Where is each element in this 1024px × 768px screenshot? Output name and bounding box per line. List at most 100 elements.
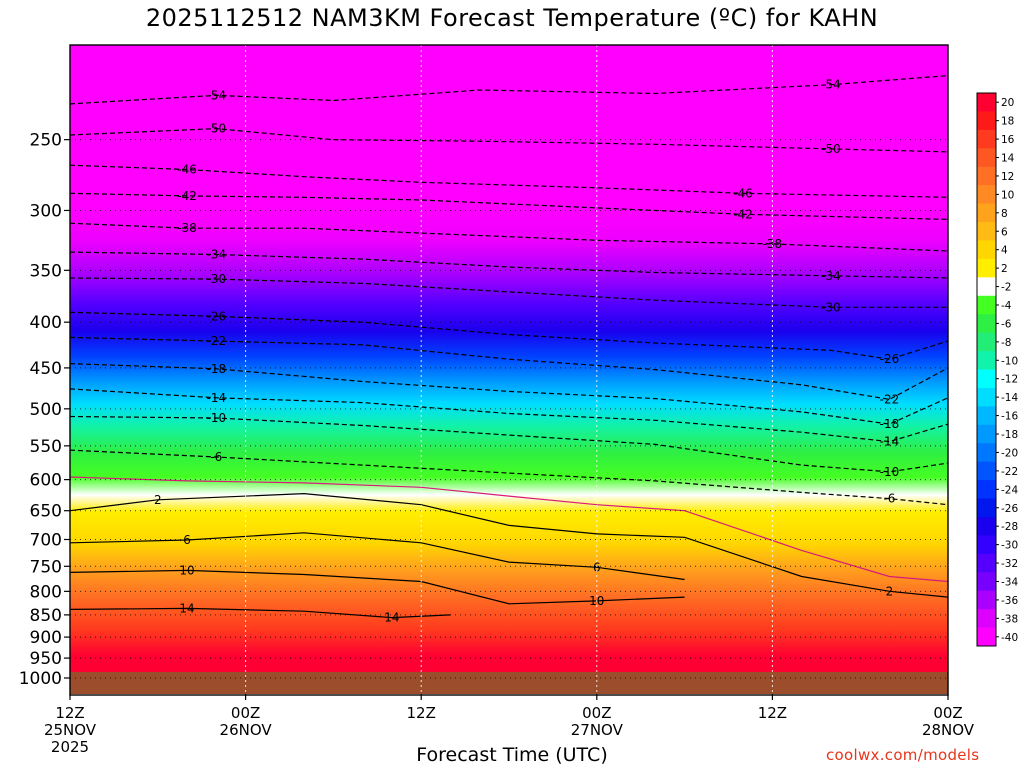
y-tick-label: 450 xyxy=(30,359,62,379)
colorbar-swatch xyxy=(977,185,996,205)
colorbar-label: 14 xyxy=(1001,153,1015,165)
colorbar-label: -10 xyxy=(1001,355,1018,367)
isotherm-label: -50 xyxy=(821,142,841,156)
isotherm-label: -38 xyxy=(763,237,783,251)
isotherm-line-14 xyxy=(70,607,451,619)
x-tick-time: 00Z xyxy=(582,704,611,722)
isotherm-group: -54 -54 -50 -50 -46 -46 -42 -42 -38 -38 -34 -34 -30 -… xyxy=(70,75,948,625)
x-tick-date: 26NOV xyxy=(220,721,273,739)
isotherm-label: -30 xyxy=(821,300,841,314)
credit-link[interactable]: coolwx.com/models xyxy=(826,746,980,764)
colorbar-label: -4 xyxy=(1001,300,1012,312)
isotherm-label: -54 xyxy=(821,78,841,92)
y-tick-label: 350 xyxy=(30,261,62,281)
y-tick-label: 500 xyxy=(30,400,62,420)
colorbar-label: -2 xyxy=(1001,282,1011,294)
colorbar-label: 18 xyxy=(1001,116,1014,128)
colorbar-swatch xyxy=(977,553,996,573)
isotherm-label: -14 xyxy=(880,435,900,449)
x-tick-time: 12Z xyxy=(407,704,436,722)
x-tick-date: 25NOV xyxy=(44,721,97,739)
x-tick-date: 28NOV xyxy=(922,721,975,739)
isotherm-label: 14 xyxy=(179,601,194,615)
colorbar-swatch xyxy=(977,258,996,278)
colorbar-label: -38 xyxy=(1001,613,1018,625)
isotherm-label: -50 xyxy=(207,122,227,136)
colorbar-swatch xyxy=(977,516,996,536)
colorbar-label: -18 xyxy=(1001,429,1018,441)
isotherm-label: -14 xyxy=(207,391,227,405)
colorbar-label: -28 xyxy=(1001,521,1018,533)
colorbar-swatch xyxy=(977,424,996,444)
isotherm-label: -6 xyxy=(883,492,895,506)
isotherm-label: 2 xyxy=(886,584,894,598)
colorbar-swatch xyxy=(977,535,996,555)
colorbar-label: 4 xyxy=(1001,245,1008,257)
y-tick-label: 950 xyxy=(30,649,62,669)
temperature-field xyxy=(70,45,948,672)
chart-title: 2025112512 NAM3KM Forecast Temperature (… xyxy=(145,4,879,32)
colorbar-swatch xyxy=(977,461,996,481)
isotherm-label: 14 xyxy=(384,611,399,625)
colorbar-swatch xyxy=(977,480,996,500)
isotherm-label: -26 xyxy=(880,352,900,366)
isotherm-line-2 xyxy=(70,492,948,598)
ground-surface xyxy=(70,672,948,694)
colorbar-swatch xyxy=(977,148,996,168)
isotherm-line--34 xyxy=(70,251,948,279)
colorbar-swatch xyxy=(977,406,996,426)
colorbar-frame xyxy=(976,92,997,647)
x-tick-time: 00Z xyxy=(933,704,962,722)
colorbar-swatch xyxy=(977,203,996,223)
isotherm-label: -54 xyxy=(207,88,227,102)
colorbar-label: -22 xyxy=(1001,466,1018,478)
colorbar-swatch xyxy=(977,332,996,352)
isotherm-line--6 xyxy=(70,449,948,506)
colorbar-swatch xyxy=(977,572,996,592)
colorbar-label: -8 xyxy=(1001,337,1011,349)
colorbar-label: 16 xyxy=(1001,134,1015,146)
isotherm-line--46 xyxy=(70,164,948,198)
colorbar-label: -14 xyxy=(1001,392,1018,404)
colorbar: 20 18 16 14 12 10 8 6 4 2 -2 -4 -6 -8 -10 -12 -14 -16 -18 -… xyxy=(976,92,1018,647)
isotherm-label: -42 xyxy=(177,189,197,203)
x-tick-date: 27NOV xyxy=(571,721,624,739)
colorbar-swatch xyxy=(977,129,996,149)
y-tick-label: 750 xyxy=(30,557,62,577)
colorbar-label: 2 xyxy=(1001,263,1008,275)
colorbar-label: -32 xyxy=(1001,558,1018,570)
isotherm-label: -26 xyxy=(207,309,227,323)
isotherm-line-6 xyxy=(70,532,685,581)
y-tick-label: 900 xyxy=(30,628,62,648)
isotherm-line--50 xyxy=(70,127,948,153)
isotherm-line--22 xyxy=(70,336,948,401)
isotherm-label: -6 xyxy=(210,450,222,464)
isotherm-label: -18 xyxy=(207,362,227,376)
colorbar-swatch xyxy=(977,166,996,186)
colorbar-label: -26 xyxy=(1001,503,1018,515)
colorbar-swatch xyxy=(977,590,996,610)
colorbar-label: -12 xyxy=(1001,374,1018,386)
colorbar-label: 10 xyxy=(1001,189,1014,201)
isotherm-label: -10 xyxy=(207,411,227,425)
y-tick-label: 1000 xyxy=(19,669,62,689)
colorbar-label: 12 xyxy=(1001,171,1014,183)
colorbar-swatch xyxy=(977,351,996,370)
isotherm-label: -46 xyxy=(177,163,197,177)
isotherm-label: 6 xyxy=(183,533,191,547)
colorbar-label: -36 xyxy=(1001,595,1018,607)
colorbar-swatch xyxy=(977,443,996,463)
y-tick-label: 600 xyxy=(30,471,62,491)
y-tick-label: 650 xyxy=(30,502,62,522)
y-axis: 2503003504004505005506006507007508008509… xyxy=(19,131,70,689)
colorbar-swatch xyxy=(977,609,996,629)
y-tick-label: 300 xyxy=(30,201,62,221)
isotherm-label: -30 xyxy=(207,272,227,286)
colorbar-label: 8 xyxy=(1001,208,1008,220)
colorbar-swatch xyxy=(977,314,996,334)
x-tick-year: 2025 xyxy=(51,738,89,756)
x-tick-time: 12Z xyxy=(758,704,787,722)
plot-frame xyxy=(69,44,949,696)
